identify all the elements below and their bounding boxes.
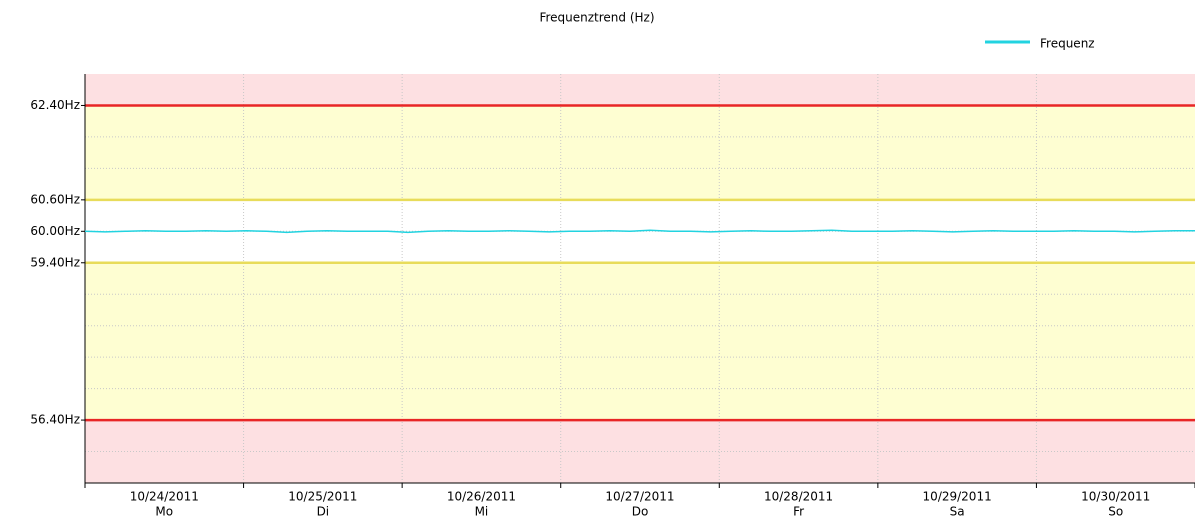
x-tick-label: 10/29/2011 (923, 490, 992, 504)
data-line (84, 229, 1195, 234)
chart-title: Frequenztrend (Hz) (539, 11, 654, 25)
x-tick-sublabel: Do (632, 505, 649, 519)
x-tick-sublabel: Mo (155, 505, 173, 519)
x-tick-sublabel: Sa (950, 505, 965, 519)
x-tick-label: 10/26/2011 (447, 490, 516, 504)
x-tick-label: 10/30/2011 (1081, 490, 1150, 504)
x-tick-label: 10/24/2011 (130, 490, 199, 504)
x-tick-sublabel: So (1108, 505, 1123, 519)
y-tick-label: 60.60Hz (30, 192, 80, 206)
y-tick-label: 62.40Hz (30, 98, 80, 112)
x-tick-label: 10/25/2011 (288, 490, 357, 504)
y-tick-label: 56.40Hz (30, 413, 80, 427)
x-tick-sublabel: Fr (793, 505, 804, 519)
y-tick-label: 60.00Hz (30, 224, 80, 238)
x-tick-sublabel: Di (317, 505, 330, 519)
x-tick-label: 10/27/2011 (605, 490, 674, 504)
x-tick-sublabel: Mi (475, 505, 489, 519)
y-tick-label: 59.40Hz (30, 255, 80, 269)
legend-label: Frequenz (1040, 37, 1095, 51)
x-tick-label: 10/28/2011 (764, 490, 833, 504)
